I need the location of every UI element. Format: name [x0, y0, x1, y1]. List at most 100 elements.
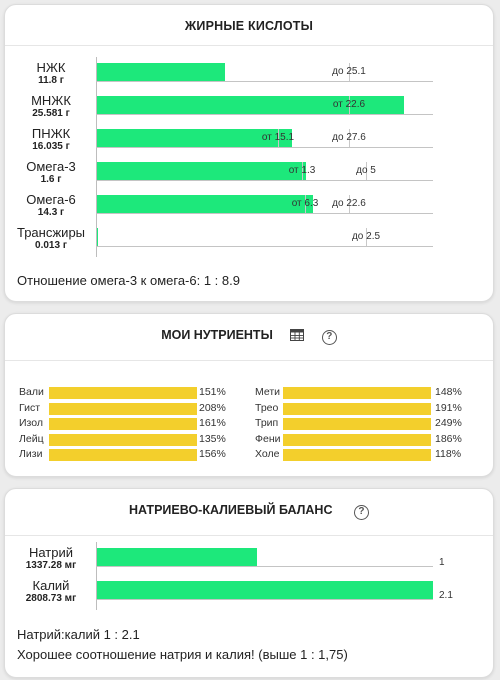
- fatty-acid-gridline: [96, 246, 433, 247]
- nutrient-bar: [49, 418, 197, 430]
- fatty-acid-name: Омега-3: [26, 159, 76, 174]
- mineral-label: Калий 2808.73 мг: [11, 578, 91, 605]
- nutrient-percent: 161%: [199, 417, 226, 429]
- nutrient-name: Мети: [255, 386, 281, 398]
- fatty-acid-bar: [97, 96, 404, 114]
- fatty-acid-bar: [97, 162, 306, 180]
- fatty-acid-amount: 11.8 г: [38, 75, 64, 86]
- fatty-acid-bar: [97, 63, 225, 81]
- nutrient-name: Лейц: [19, 432, 44, 445]
- fatty-acid-norm-label: до 5: [356, 165, 376, 176]
- nutrients-card: МОИ НУТРИЕНТЫ ? Вали 151% Гист 208% Изол 161%…: [4, 313, 494, 477]
- fatty-acid-label: Трансжиры 0.013 г: [11, 225, 91, 252]
- nutrient-bar: [283, 402, 431, 415]
- nutrient-percent: 191%: [435, 401, 462, 414]
- table-grid-icon[interactable]: [290, 329, 305, 344]
- sodium-potassium-header-divider: [5, 535, 493, 536]
- fatty-acid-norm-marker: [278, 129, 279, 147]
- sodium-potassium-gridline: [96, 599, 433, 600]
- sodium-potassium-title: НАТРИЕВО-КАЛИЕВЫЙ БАЛАНС: [129, 503, 333, 517]
- fatty-acid-name: Омега-6: [26, 192, 76, 207]
- help-circle-icon[interactable]: ?: [321, 330, 337, 345]
- fatty-acid-amount: 0.013 г: [35, 240, 67, 251]
- fatty-acid-gridline: [96, 81, 433, 82]
- nutrient-percent: 135%: [199, 432, 226, 445]
- nutrient-name: Фени: [255, 432, 281, 445]
- nutrient-name: Лизи: [19, 448, 43, 460]
- fatty-acid-label: НЖК 11.8 г: [11, 61, 91, 87]
- fatty-acid-norm-label: до 2.5: [351, 231, 381, 242]
- fatty-acid-gridline: [96, 147, 433, 148]
- mineral-bar: [97, 581, 433, 599]
- fatty-acid-gridline: [96, 114, 433, 115]
- fatty-acid-norm-marker: [305, 195, 306, 213]
- sodium-potassium-card: НАТРИЕВО-КАЛИЕВЫЙ БАЛАНС ? Натрий 1337.28…: [4, 488, 494, 678]
- nutrient-name: Гист: [19, 401, 41, 414]
- nutrient-name: Изол: [19, 417, 43, 429]
- mineral-bar: [97, 548, 257, 566]
- fatty-acids-header-divider: [5, 45, 493, 46]
- fatty-acid-label: МНЖК 25.581 г: [11, 93, 91, 120]
- mineral-value-label: 2.1: [439, 590, 453, 601]
- nutrients-header: МОИ НУТРИЕНТЫ ?: [5, 328, 493, 345]
- mineral-name: Калий: [32, 578, 70, 593]
- fatty-acid-norm-label: от 15.1: [261, 132, 295, 143]
- fatty-acid-norm-marker: [366, 228, 367, 246]
- mineral-value-label: 1: [439, 557, 445, 568]
- sodium-potassium-ratio-text: Натрий:калий 1 : 2.1: [17, 627, 140, 642]
- fatty-acid-amount: 16.035 г: [32, 141, 70, 152]
- nutrient-percent: 148%: [435, 386, 462, 398]
- mineral-amount: 2808.73 мг: [25, 593, 77, 604]
- nutrient-name: Холе: [255, 448, 280, 460]
- nutrient-name: Трип: [255, 417, 279, 429]
- fatty-acids-axis: [96, 57, 97, 257]
- fatty-acid-name: Трансжиры: [16, 225, 86, 240]
- fatty-acid-gridline: [96, 180, 433, 181]
- fatty-acid-gridline: [96, 213, 433, 214]
- fatty-acid-bar: [97, 195, 313, 213]
- fatty-acid-amount: 14.3 г: [37, 207, 65, 218]
- fatty-acid-bar: [97, 228, 98, 246]
- nutrient-percent: 249%: [435, 417, 462, 429]
- nutrient-percent: 208%: [199, 401, 226, 414]
- mineral-amount: 1337.28 мг: [25, 560, 77, 571]
- sodium-potassium-gridline: [96, 566, 433, 567]
- fatty-acid-name: ПНЖК: [31, 126, 71, 141]
- fatty-acid-bar: [97, 129, 292, 147]
- fatty-acid-norm-marker: [302, 162, 303, 180]
- nutrient-bar: [49, 387, 197, 399]
- fatty-acid-amount: 1.6 г: [40, 174, 62, 185]
- fatty-acid-name: МНЖК: [31, 93, 71, 108]
- nutrient-bar: [283, 418, 431, 430]
- nutrient-percent: 156%: [199, 448, 226, 460]
- fatty-acid-norm-label: от 1.3: [288, 165, 316, 176]
- nutrient-percent: 186%: [435, 432, 462, 445]
- nutrient-percent: 151%: [199, 386, 226, 398]
- fatty-acid-norm-marker: [349, 195, 350, 213]
- nutrient-name: Трео: [255, 401, 279, 414]
- fatty-acid-norm-label: до 22.6: [332, 198, 366, 209]
- fatty-acid-norm-marker: [349, 96, 350, 114]
- fatty-acid-label: ПНЖК 16.035 г: [11, 126, 91, 153]
- mineral-name: Натрий: [28, 545, 74, 560]
- mineral-label: Натрий 1337.28 мг: [11, 545, 91, 572]
- fatty-acid-amount: 25.581 г: [32, 108, 70, 119]
- help-circle-icon[interactable]: ?: [353, 505, 369, 520]
- sodium-potassium-comment-text: Хорошее соотношение натрия и калия! (выш…: [17, 647, 348, 662]
- nutrient-bar: [283, 387, 431, 399]
- nutrients-title: МОИ НУТРИЕНТЫ: [161, 328, 273, 342]
- fatty-acids-card: ЖИРНЫЕ КИСЛОТЫ НЖК 11.8 г до 25.1 МНЖК 25.58…: [4, 4, 494, 302]
- fatty-acid-norm-label: до 27.6: [332, 132, 366, 143]
- fatty-acid-label: Омега-6 14.3 г: [11, 192, 91, 219]
- nutrient-bar: [283, 433, 431, 446]
- fatty-acid-norm-marker: [349, 129, 350, 147]
- nutrient-bar: [283, 449, 431, 461]
- fatty-acid-norm-label: до 25.1: [332, 66, 366, 77]
- fatty-acids-title: ЖИРНЫЕ КИСЛОТЫ: [184, 19, 314, 33]
- sodium-potassium-header: НАТРИЕВО-КАЛИЕВЫЙ БАЛАНС ?: [5, 503, 493, 520]
- fatty-acid-norm-marker: [366, 162, 367, 180]
- fatty-acid-norm-label: от 22.6: [332, 99, 366, 110]
- nutrients-header-divider: [5, 360, 493, 361]
- fatty-acid-label: Омега-3 1.6 г: [11, 159, 91, 186]
- sodium-potassium-axis: [96, 542, 97, 610]
